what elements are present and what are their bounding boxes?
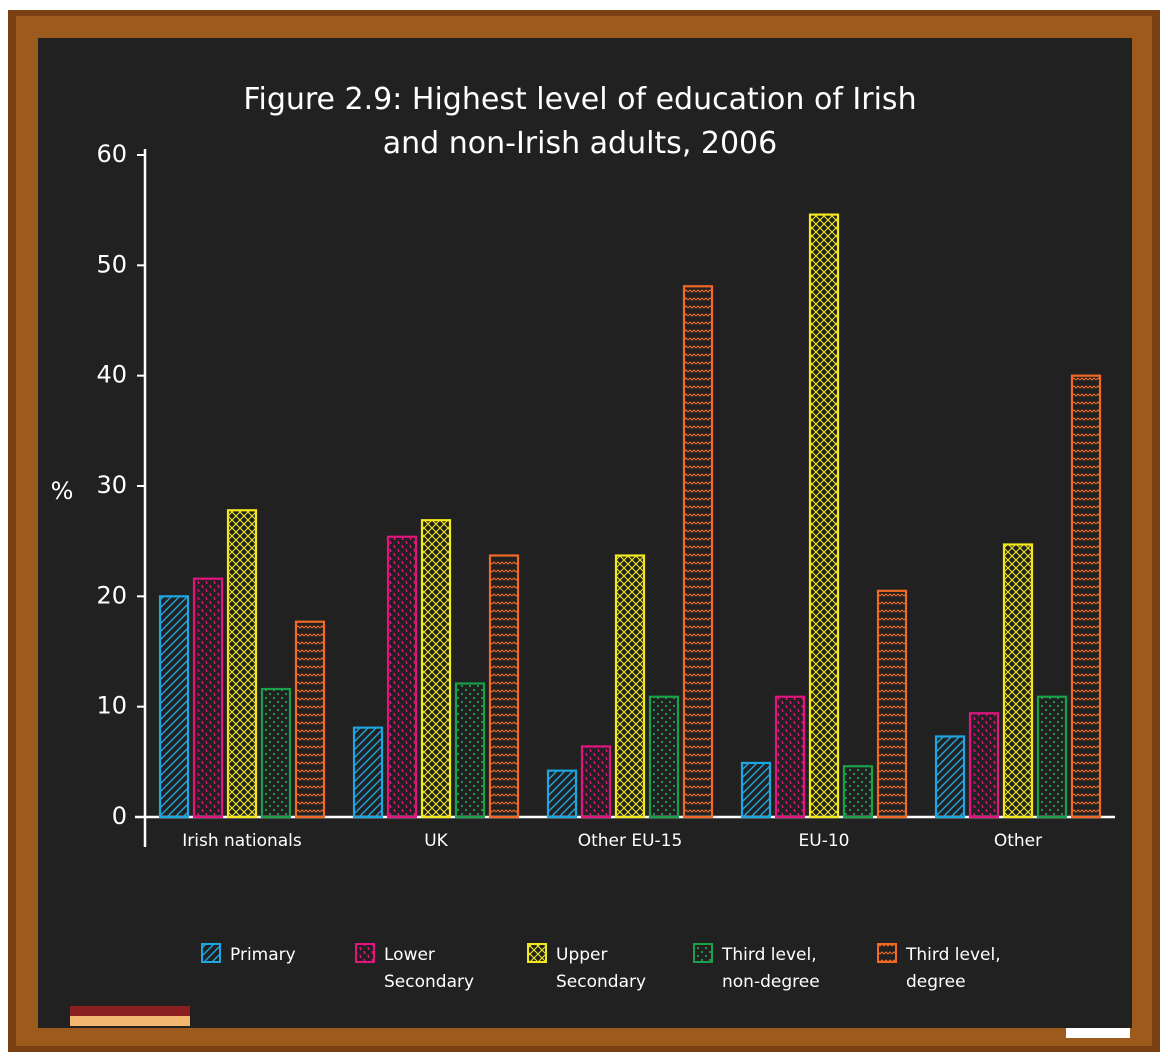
- legend-label: Third level, degree: [906, 945, 1001, 992]
- x-tick-label: Other EU-15: [578, 831, 683, 851]
- bar: [454, 682, 486, 819]
- legend-item: Third level, degree: [876, 942, 1026, 996]
- y-axis-label: %: [51, 477, 74, 505]
- bar: [808, 213, 840, 819]
- bar: [1036, 695, 1068, 819]
- legend-item: Lower Secondary: [354, 942, 504, 996]
- legend-label: Lower Secondary: [384, 945, 475, 992]
- bar: [648, 695, 680, 819]
- bar: [192, 577, 224, 819]
- bar: [260, 687, 292, 819]
- y-tick-label: 0: [112, 802, 127, 830]
- y-tick-label: 10: [96, 692, 127, 720]
- bar: [934, 735, 966, 819]
- x-tick-label: Other: [994, 831, 1042, 851]
- chalk: [1066, 1028, 1130, 1038]
- y-tick-label: 30: [96, 471, 127, 499]
- bar: [546, 769, 578, 819]
- chart-title: Figure 2.9: Highest level of education o…: [243, 82, 917, 161]
- legend: Primary Lower Secondary Upper Secondary Thi…: [200, 942, 1060, 1022]
- x-tick-label: UK: [424, 831, 448, 851]
- bar: [420, 519, 452, 819]
- legend-label: Upper Secondary: [556, 945, 647, 992]
- legend-swatch-box: [355, 943, 375, 963]
- bar: [580, 745, 612, 819]
- bar: [386, 535, 418, 819]
- bar: [1002, 543, 1034, 819]
- legend-swatch: [201, 943, 221, 963]
- bar: [876, 589, 908, 819]
- legend-swatch-box: [693, 943, 713, 963]
- bar: [740, 761, 772, 819]
- legend-label: Third level, non-degree: [722, 945, 820, 992]
- legend-swatch: [693, 943, 713, 963]
- bar: [614, 554, 646, 819]
- legend-label: Primary: [230, 945, 296, 965]
- legend-swatch: [355, 943, 375, 963]
- bar: [226, 509, 258, 819]
- x-tick-label: EU-10: [799, 831, 850, 851]
- y-tick-label: 20: [96, 581, 127, 609]
- legend-swatch-box: [201, 943, 221, 963]
- bar: [1070, 374, 1102, 819]
- x-tick-label: Irish nationals: [182, 831, 302, 851]
- legend-item: Third level, non-degree: [692, 942, 842, 996]
- legend-swatch-box: [877, 943, 897, 963]
- y-tick-label: 40: [96, 361, 127, 389]
- y-tick-label: 60: [96, 140, 127, 168]
- bar: [294, 620, 326, 819]
- bar: [488, 554, 520, 819]
- legend-item: Upper Secondary: [526, 942, 676, 996]
- legend-swatch: [527, 943, 547, 963]
- legend-swatch-box: [527, 943, 547, 963]
- bar: [158, 595, 190, 819]
- y-tick-label: 50: [96, 250, 127, 278]
- bar: [682, 285, 714, 819]
- bar: [842, 765, 874, 819]
- eraser: [70, 1006, 190, 1016]
- bar: [352, 726, 384, 819]
- legend-item: Primary: [200, 942, 350, 969]
- eraser: [70, 1016, 190, 1026]
- bar: [968, 712, 1000, 819]
- bar: [774, 695, 806, 819]
- chalkboard: [38, 38, 1132, 1028]
- legend-swatch: [877, 943, 897, 963]
